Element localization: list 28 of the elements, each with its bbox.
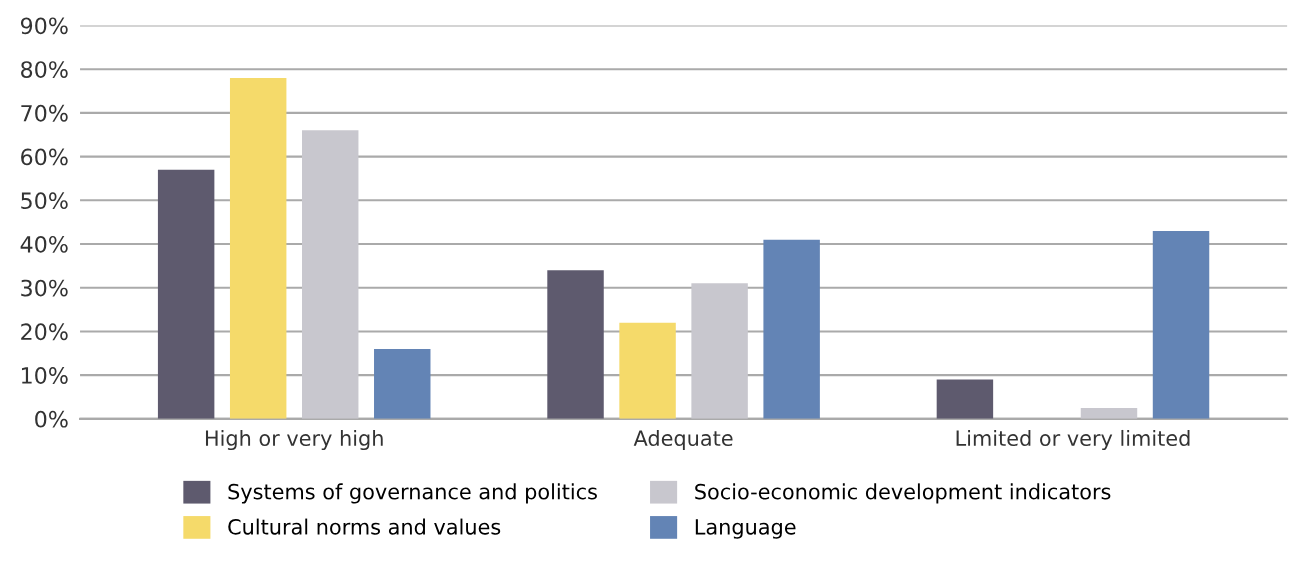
legend-label: Cultural norms and values <box>228 518 501 535</box>
bar <box>763 239 820 419</box>
x-tick-label: Limited or very limited <box>956 429 1190 451</box>
y-tick-label: 50% <box>21 192 68 210</box>
y-tick-label: 80% <box>21 61 68 78</box>
bar <box>691 283 748 419</box>
y-tick-label: 10% <box>21 367 68 384</box>
bar <box>374 348 431 419</box>
x-tick-label: Adequate <box>633 429 733 451</box>
legend-label: Systems of governance and politics <box>228 483 597 504</box>
legend-label: Socio-economic development indicators <box>695 483 1111 504</box>
y-tick-label: 0% <box>35 410 68 428</box>
y-tick-label: 90% <box>20 17 68 35</box>
legend-label: Language <box>695 519 796 539</box>
bar <box>1152 230 1210 419</box>
bar <box>229 77 287 419</box>
bar <box>157 169 215 419</box>
y-tick-label: 60% <box>21 148 68 166</box>
y-tick-label: 20% <box>21 323 68 341</box>
y-tick-label: 40% <box>20 235 68 253</box>
bar <box>547 270 604 419</box>
bar <box>619 322 676 419</box>
y-tick-label: 70% <box>21 104 68 122</box>
bar <box>1080 407 1138 419</box>
x-tick-label: High or very high <box>205 429 383 451</box>
bar <box>301 130 359 419</box>
bar <box>936 379 994 419</box>
y-tick-label: 30% <box>21 279 68 297</box>
